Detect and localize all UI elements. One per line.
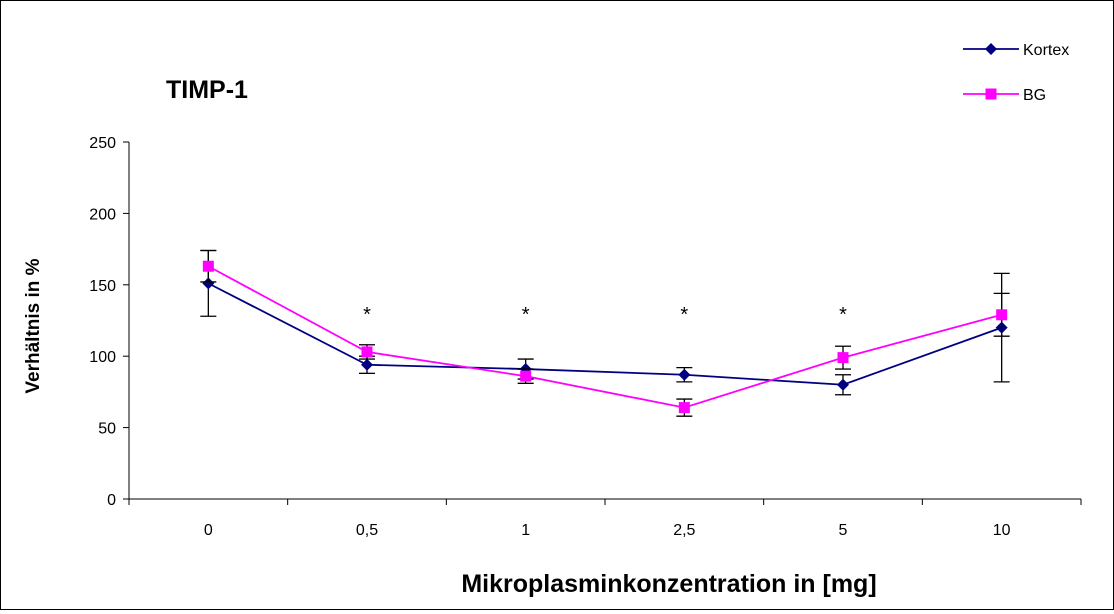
data-point (996, 309, 1008, 321)
series-kortex (200, 249, 1010, 396)
data-point (361, 358, 373, 371)
data-point (361, 346, 373, 358)
series-layer (200, 249, 1010, 417)
data-point (202, 277, 215, 290)
data-point (678, 402, 690, 414)
x-tick-label: 5 (839, 522, 848, 539)
significance-marker: * (680, 304, 688, 326)
y-ticks: 0 50 100 150 200 250 (89, 135, 129, 509)
series-line (207, 265, 1002, 409)
legend: Kortex BG (963, 42, 1069, 104)
legend-marker (985, 43, 997, 55)
annotations: * * * * (363, 304, 847, 326)
legend-label: Kortex (1023, 42, 1069, 59)
y-tick-label: 200 (89, 206, 116, 223)
data-point (520, 370, 532, 382)
series-line (207, 282, 1002, 386)
y-tick-label: 250 (89, 135, 116, 152)
x-tick-label: 1 (521, 522, 530, 539)
y-axis-label: Verhältnis in % (23, 258, 44, 393)
chart-title: TIMP-1 (166, 76, 248, 104)
data-point (202, 260, 214, 272)
data-point (837, 378, 849, 391)
y-tick-label: 150 (89, 278, 116, 295)
y-tick-label: 100 (89, 349, 116, 366)
y-tick-label: 50 (98, 421, 116, 438)
y-tick-label: 0 (107, 492, 116, 509)
significance-marker: * (522, 304, 530, 326)
x-tick-label: 10 (993, 522, 1011, 539)
series-bg (200, 249, 1010, 417)
legend-marker (985, 88, 997, 100)
legend-label: BG (1023, 87, 1046, 104)
significance-marker: * (839, 304, 847, 326)
x-axis-label: Mikroplasminkonzentration in [mg] (461, 570, 876, 598)
x-tick-label: 2,5 (673, 522, 695, 539)
data-point (837, 352, 849, 364)
significance-marker: * (363, 304, 371, 326)
x-tick-label: 0 (204, 522, 213, 539)
axes (128, 142, 1081, 500)
x-ticks: 0 0,5 1 2,5 5 10 (128, 499, 1082, 539)
x-tick-label: 0,5 (356, 522, 378, 539)
data-point (678, 368, 691, 381)
